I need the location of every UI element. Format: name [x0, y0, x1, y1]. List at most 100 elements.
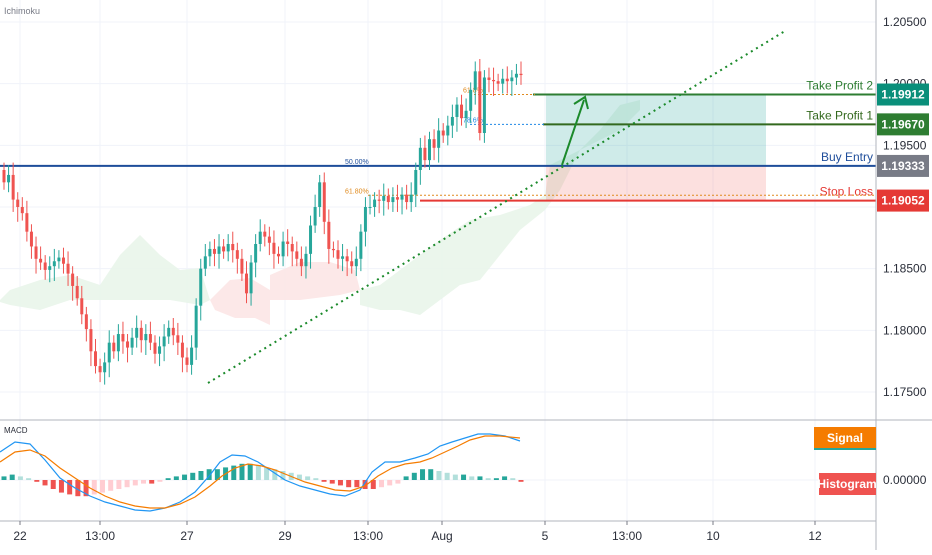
candles	[2, 59, 523, 385]
price-badge-label: 1.19333	[881, 159, 925, 173]
candle-body	[80, 298, 84, 315]
candle-body	[7, 174, 11, 183]
histogram-bar	[411, 472, 417, 480]
candle-body	[336, 250, 340, 259]
candle-body	[437, 130, 441, 148]
candle-body	[66, 263, 70, 274]
candle-body	[414, 170, 418, 195]
candle-body	[258, 231, 262, 244]
candle-body	[505, 78, 509, 82]
histogram-bar	[420, 469, 426, 480]
candle-body	[212, 248, 216, 254]
candle-body	[373, 199, 377, 207]
histogram-bar	[493, 478, 499, 480]
histogram-bar	[198, 471, 204, 480]
candle-body	[469, 89, 473, 111]
candle-body	[139, 327, 143, 341]
candle-body	[400, 194, 404, 200]
candle-body	[185, 357, 189, 365]
histogram-bar	[329, 480, 335, 484]
level-name: Stop Loss	[820, 185, 873, 199]
histogram-bar	[378, 480, 384, 488]
candle-body	[382, 195, 386, 201]
candle-body	[39, 258, 43, 263]
candle-body	[446, 125, 450, 136]
candle-body	[43, 262, 47, 270]
level-name: Take Profit 1	[806, 108, 873, 122]
candle-body	[432, 139, 436, 148]
position-zones	[546, 94, 766, 201]
candle-body	[304, 253, 308, 267]
x-tick-label: 27	[180, 529, 194, 543]
candle-body	[299, 258, 303, 267]
histogram-bar	[469, 476, 475, 480]
candle-body	[510, 77, 514, 82]
fib-label: 61.8%	[463, 88, 483, 95]
histogram-bar	[214, 469, 220, 480]
histogram-bar	[395, 480, 401, 484]
candle-body	[89, 329, 93, 352]
fib-label: 78.6%	[463, 117, 483, 124]
histogram-bar	[428, 469, 434, 480]
main-indicator-label: Ichimoku	[4, 6, 40, 16]
histogram-bar	[42, 480, 48, 486]
candle-body	[423, 147, 427, 161]
trend-line	[207, 30, 786, 384]
candle-body	[405, 194, 409, 203]
histogram-bar	[272, 469, 278, 480]
histogram-bar	[461, 474, 467, 480]
y-tick-label: 1.20500	[883, 15, 927, 29]
histogram-bar	[99, 480, 105, 493]
candle-body	[20, 207, 24, 214]
candle-body	[450, 116, 454, 126]
candle-body	[359, 231, 363, 259]
candle-body	[130, 337, 134, 348]
histogram-bar	[58, 480, 64, 493]
histogram-bar	[26, 478, 32, 480]
candle-body	[171, 327, 175, 336]
candle-body	[501, 78, 505, 84]
histogram-bar	[510, 478, 516, 480]
candle-body	[473, 71, 477, 90]
histogram-bar	[403, 476, 409, 480]
histogram-bar	[9, 474, 15, 480]
x-tick-label: 13:00	[353, 529, 383, 543]
candle-body	[71, 273, 75, 286]
candle-body	[263, 231, 267, 237]
histogram-bar	[264, 467, 270, 480]
candle-body	[267, 236, 271, 243]
histogram-bar	[247, 463, 253, 480]
histogram-bar	[255, 465, 261, 480]
candle-body	[295, 251, 299, 259]
histogram-bar	[91, 480, 97, 495]
cloud-bear	[210, 278, 270, 325]
histogram-bar	[321, 480, 327, 482]
macd-indicator-label: MACD	[4, 426, 28, 435]
fib-label: 61.80%	[345, 188, 369, 195]
candle-body	[386, 195, 390, 203]
histogram-bar	[231, 465, 237, 480]
x-tick-label: Aug	[431, 529, 452, 543]
candle-body	[427, 139, 431, 161]
histogram-bar	[124, 480, 130, 488]
histogram-bar	[141, 480, 147, 484]
signal-line	[0, 435, 521, 509]
macd-histogram	[1, 463, 524, 497]
histogram-bar	[354, 480, 360, 488]
legend-histogram: Histogram	[817, 473, 877, 495]
candle-body	[61, 257, 65, 264]
y-tick-label: 1.18000	[883, 323, 927, 337]
histogram-bar	[280, 471, 286, 480]
histogram-bar	[1, 476, 7, 480]
candle-body	[34, 246, 38, 259]
candle-body	[48, 266, 52, 270]
candle-body	[341, 256, 345, 259]
candle-body	[441, 130, 445, 136]
histogram-bar	[477, 476, 483, 480]
histogram-bar	[239, 463, 245, 480]
histogram-bar	[346, 480, 352, 488]
x-tick-label: 10	[706, 529, 720, 543]
ichimoku-cloud	[0, 100, 640, 325]
candle-body	[226, 244, 230, 252]
candle-body	[254, 244, 258, 263]
